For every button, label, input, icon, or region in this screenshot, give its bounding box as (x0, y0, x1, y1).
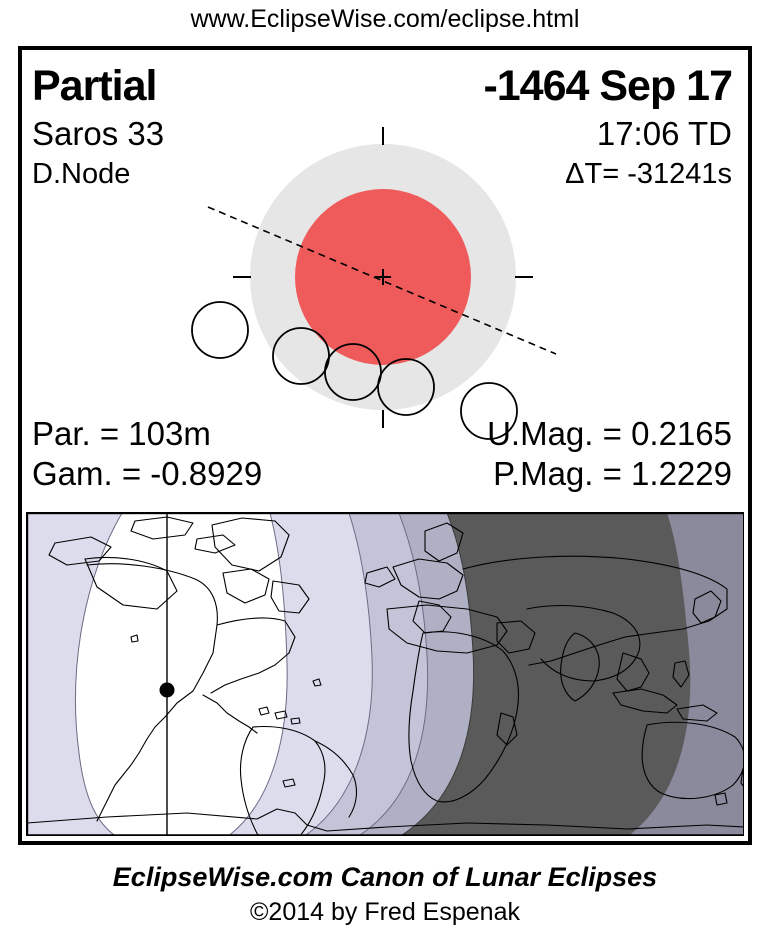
delta-t-label: ΔT= -31241s (565, 158, 732, 190)
moon-path-line (207, 206, 557, 355)
saros-label: Saros 33 (32, 115, 165, 152)
penumbral-magnitude-label: P.Mag. = 1.2229 (493, 455, 732, 492)
eclipse-time-td: 17:06 TD (596, 115, 732, 152)
gamma-label: Gam. = -0.8929 (32, 455, 263, 492)
moon-position-3 (324, 343, 382, 401)
footer-copyright: ©2014 by Fred Espenak (250, 898, 520, 926)
visibility-map (26, 512, 744, 836)
zone-full-eclipse-right (629, 513, 743, 835)
moon-position-1 (191, 301, 249, 359)
node-label: D.Node (32, 158, 131, 190)
zone-outer-left (27, 513, 123, 835)
eclipse-type-title: Partial (32, 62, 157, 110)
umbral-magnitude-label: U.Mag. = 0.2165 (487, 415, 732, 452)
moon-position-5 (460, 382, 518, 440)
continent-outlines (27, 516, 743, 835)
eclipse-date-title: -1464 Sep 17 (483, 62, 733, 110)
sublunar-point-marker (159, 682, 175, 698)
zone-full-eclipse (401, 513, 743, 835)
moon-position-4 (377, 358, 435, 416)
source-url-text: www.EclipseWise.com/eclipse.html (190, 5, 580, 33)
partial-duration-label: Par. = 103m (32, 415, 211, 452)
footer-title: EclipseWise.com Canon of Lunar Eclipses (112, 862, 658, 892)
shadow-diagram (22, 50, 748, 505)
